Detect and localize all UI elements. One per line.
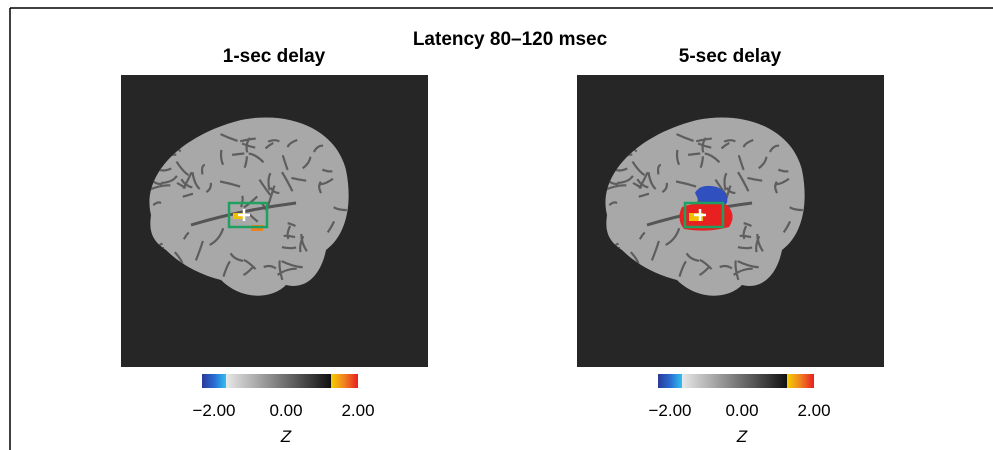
colorbar-gray [226,374,331,388]
colorbar-warm [331,374,358,388]
panel-title: 1-sec delay [223,46,326,67]
panel-title: 5-sec delay [679,46,782,67]
figure-title: Latency 80–120 msec [413,29,608,50]
colorbar-label: Z [736,427,748,446]
colorbar-cold [202,374,226,388]
colorbar-tick-label: −2.00 [648,401,691,420]
colorbar-label: Z [280,427,292,446]
colorbar-tick-label: 0.00 [269,401,302,420]
colorbar-tick-label: 0.00 [725,401,758,420]
colorbar-tick-label: −2.00 [192,401,235,420]
colorbar-warm [787,374,814,388]
colorbar-cold [658,374,682,388]
colorbar-tick-label: 2.00 [797,401,830,420]
colorbar-gray [682,374,787,388]
figure: Latency 80–120 msec 1-sec delay −2.00 0.00… [0,0,993,450]
colorbar-tick-label: 2.00 [341,401,374,420]
